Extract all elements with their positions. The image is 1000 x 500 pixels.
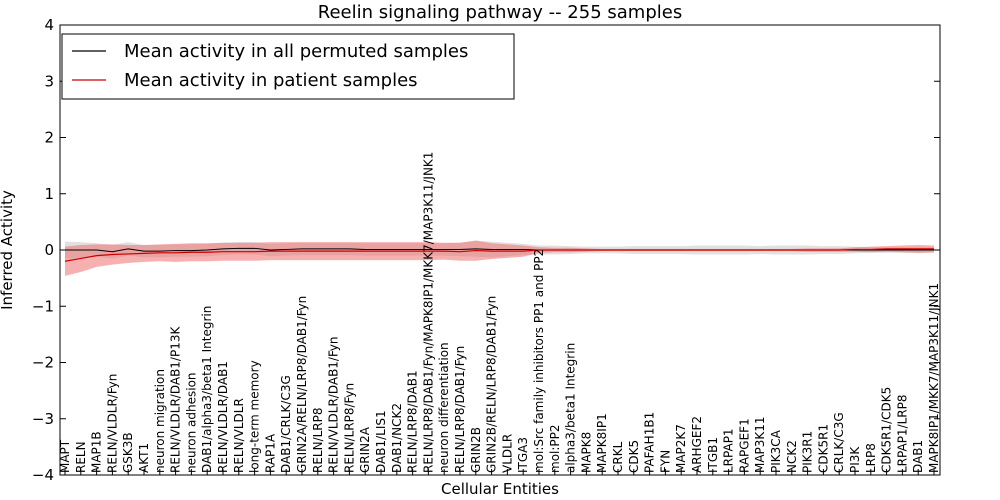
y-axis-ticks: −4 −3 −2 −1 0 1 2 3 4 (32, 16, 940, 484)
x-tick-label: DAB1/CRLK/C3G (279, 375, 293, 473)
x-tick-label: LRPAP1/LRP8 (895, 394, 909, 473)
x-tick-label: MAPK8IP1/MKK7/MAP3K11/JNK1 (927, 283, 941, 473)
x-tick-label: ITGB1 (706, 437, 720, 473)
legend-label-patient: Mean activity in patient samples (124, 70, 418, 91)
x-tick-label: CDK5 (627, 440, 641, 473)
x-tick-label: GSK3B (121, 432, 135, 473)
x-tick-label: NCK2 (785, 440, 799, 473)
x-tick-label: alpha3/beta1 Integrin (564, 343, 578, 473)
x-tick-label: ARHGEF2 (690, 416, 704, 473)
x-tick-label: ITGA3 (516, 437, 530, 473)
x-tick-label: neuron differentiation (437, 342, 451, 473)
x-tick-label: GRIN2A (358, 426, 372, 473)
x-tick-label: CDK5R1 (816, 424, 830, 473)
x-tick-label: RELN (74, 441, 88, 473)
y-tick-label: 1 (44, 185, 54, 203)
y-tick-label: 2 (44, 129, 54, 147)
plot-frame (59, 24, 941, 476)
x-tick-label: MAP3K11 (753, 416, 767, 473)
x-tick-label: MAP1B (90, 431, 104, 473)
x-tick-label: mol:PP2 (548, 424, 562, 473)
y-tick-label: 3 (44, 72, 54, 90)
x-tick-label: PI3K (848, 446, 862, 473)
x-tick-label: RAP1A (263, 433, 277, 473)
y-tick-label: 0 (44, 241, 54, 259)
x-tick-label: PIK3CA (769, 429, 783, 473)
chart-title: Reelin signaling pathway -- 255 samples (318, 2, 682, 23)
x-tick-label: LRPAP1 (722, 428, 736, 473)
legend: Mean activity in all permuted samples Me… (61, 33, 515, 100)
x-tick-label: CDK5R1/CDK5 (880, 387, 894, 473)
x-tick-label: mol:Src family inhibitors PP1 and PP2 (532, 249, 546, 473)
x-tick-label: RELN/LRP8/DAB1 (406, 370, 420, 473)
x-tick-label: DAB1 (911, 440, 925, 473)
x-tick-label: long-term memory (248, 360, 262, 473)
x-tick-label: GRIN2B/RELN/LRP8/DAB1/Fyn (485, 296, 499, 473)
x-tick-label: PIK3R1 (801, 431, 815, 473)
y-tick-label: 4 (44, 16, 54, 34)
x-tick-label: DAB1/NCK2 (390, 403, 404, 473)
x-axis-label: Cellular Entities (441, 480, 559, 498)
x-tick-label: RELN/VLDLR (232, 398, 246, 473)
x-tick-label: MAPK8IP1 (595, 413, 609, 473)
x-tick-label: GRIN2A/RELN/LRP8/DAB1/Fyn (295, 296, 309, 473)
x-tick-label: PAFAH1B1 (643, 412, 657, 473)
x-tick-label: MAPT (58, 439, 72, 473)
confidence-bands (65, 240, 934, 276)
x-tick-label: RAPGEF1 (737, 418, 751, 473)
x-tick-label: RELN/VLDLR/Fyn (105, 374, 119, 473)
legend-label-permuted: Mean activity in all permuted samples (124, 41, 468, 62)
y-tick-label: −4 (32, 466, 54, 484)
x-tick-label: RELN/VLDLR/DAB1/Fyn (327, 337, 341, 473)
y-tick-label: −1 (32, 297, 54, 315)
x-tick-label: RELN/LRP8/DAB1/Fyn/MAPK8IP1/MKK7/MAP3K11… (421, 152, 435, 473)
legend-box (61, 33, 515, 100)
x-tick-label: MAPK8 (579, 432, 593, 473)
x-tick-label: FYN (658, 450, 672, 473)
series-line-1 (64, 248, 934, 262)
y-axis-label: Inferred Activity (0, 190, 16, 310)
x-tick-label: LRP8 (864, 443, 878, 473)
series-lines (64, 247, 934, 262)
y-tick-label: −3 (32, 410, 54, 428)
x-tick-label: neuron adhesion (184, 372, 198, 473)
x-tick-label: RELN/VLDLR/DAB1 (216, 361, 230, 473)
x-tick-label: DAB1/LIS1 (374, 410, 388, 473)
x-tick-label: RELN/LRP8/DAB1/Fyn (453, 346, 467, 473)
x-tick-label: VLDLR (500, 434, 514, 473)
x-tick-label: AKT1 (137, 443, 151, 473)
x-tick-label: CRKL (611, 441, 625, 473)
x-tick-label: GRIN2B (469, 427, 483, 473)
y-tick-label: −2 (32, 354, 54, 372)
x-tick-label: CRLK/C3G (832, 412, 846, 473)
x-tick-label: neuron migration (153, 369, 167, 473)
x-tick-label: RELN/LRP8 (311, 407, 325, 473)
x-tick-label: RELN/VLDLR/DAB1/P13K (169, 326, 183, 473)
x-tick-labels: MAPT RELN MAP1B RELN/VLDLR/Fyn GSK3B AKT1 neur… (58, 152, 941, 475)
x-tick-label: DAB1/alpha3/beta1 Integrin (200, 306, 214, 473)
x-tick-label: RELN/LRP8/Fyn (342, 383, 356, 473)
x-tick-label: MAP2K7 (674, 424, 688, 473)
